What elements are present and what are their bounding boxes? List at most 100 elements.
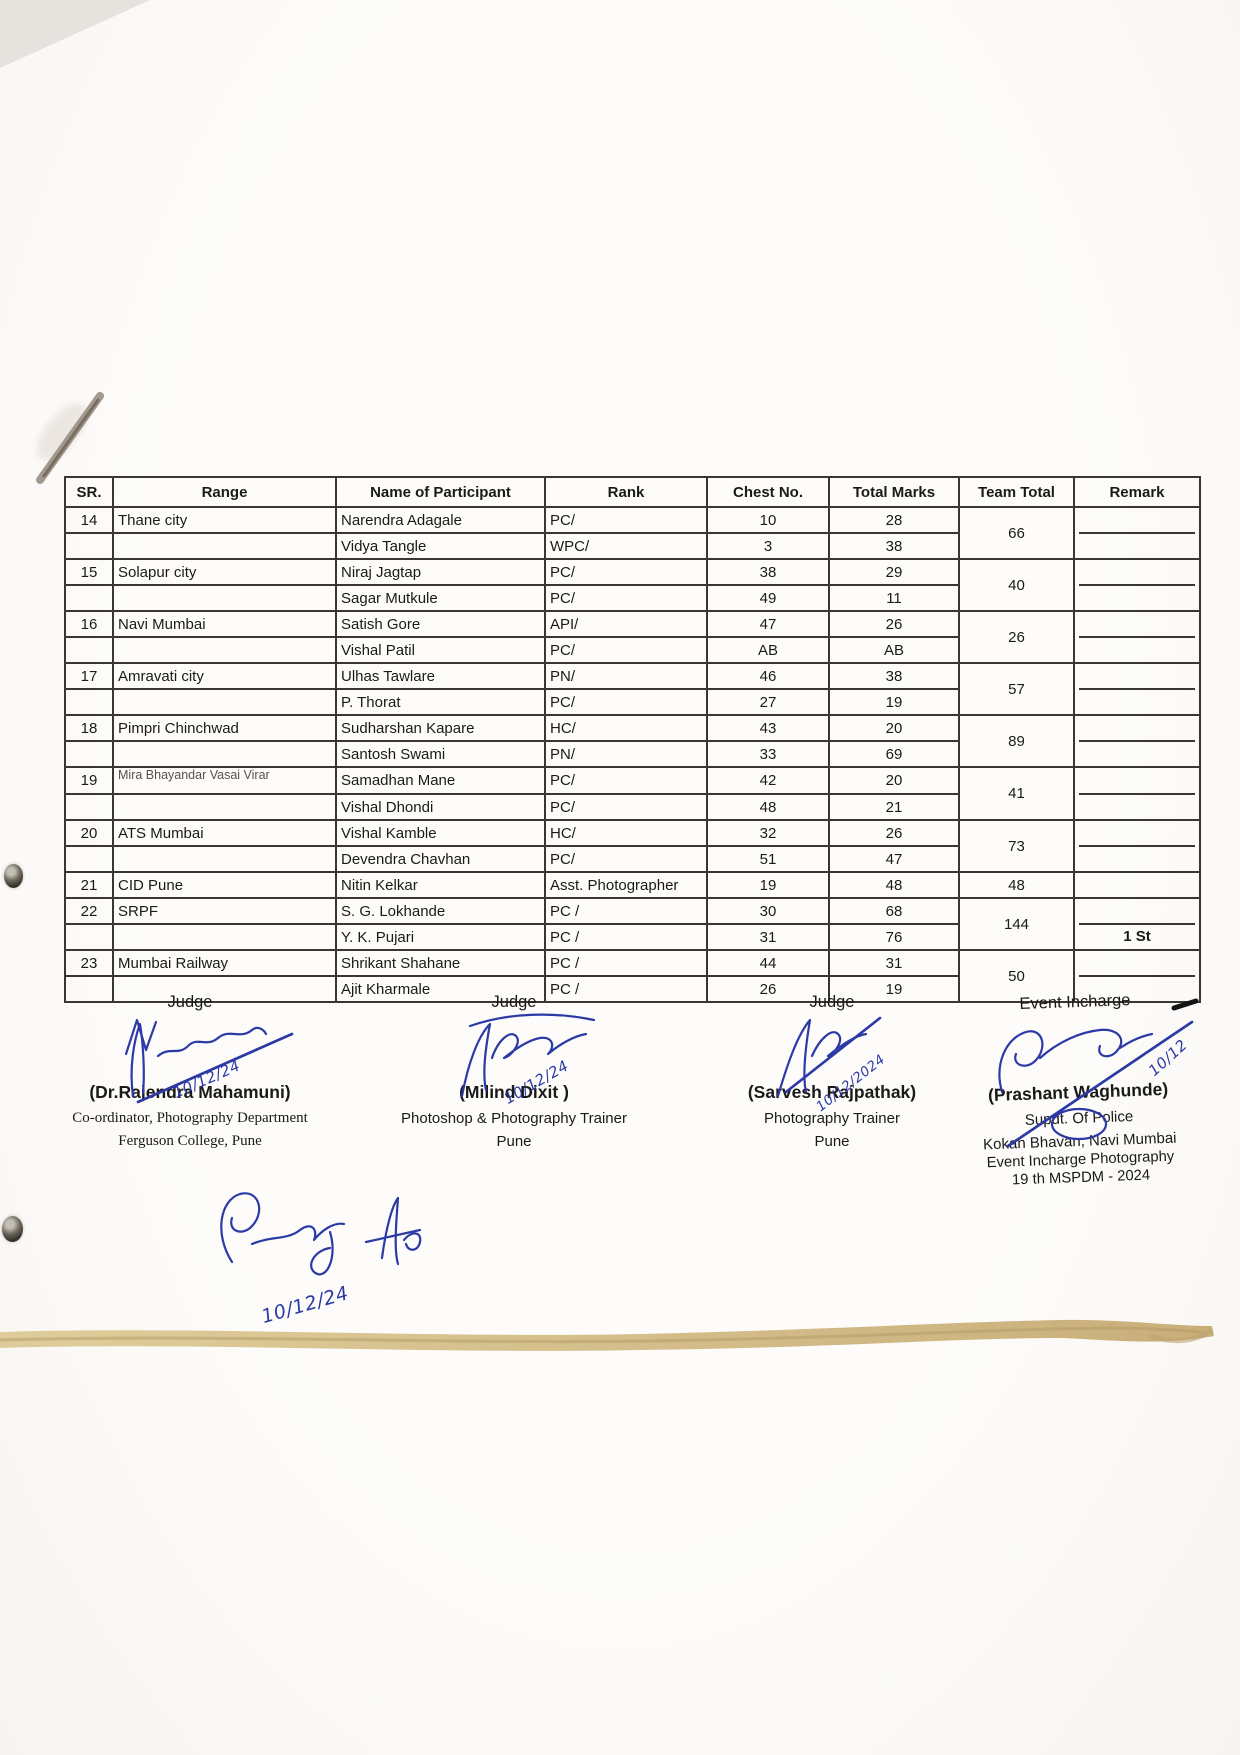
participant-row: Vishal Dhondi PC/48 21 bbox=[64, 793, 1200, 821]
table-header-cell: Rank bbox=[544, 476, 708, 508]
total-marks-cell: 20 bbox=[828, 714, 960, 742]
total-marks-cell: 19 bbox=[828, 688, 960, 716]
signature-org: Pune bbox=[496, 1133, 532, 1150]
sr-cell: 17 bbox=[64, 662, 114, 690]
table-header-cell: Range bbox=[112, 476, 337, 508]
rank-cell: PC / bbox=[544, 897, 708, 925]
signature-role: Photoshop & Photography Trainer bbox=[401, 1110, 627, 1127]
rank-cell: HC/ bbox=[544, 819, 708, 847]
signature-name: (Sarvesh Rajpathak) bbox=[747, 1082, 917, 1102]
signature-block-judge-1: Judge (Dr.Rajendra Mahamuni) Co-ordinato… bbox=[58, 993, 322, 1150]
name-cell: Samadhan Mane bbox=[335, 766, 546, 795]
remark-upper-half bbox=[1079, 770, 1195, 795]
name-cell: Shrikant Shahane bbox=[335, 949, 546, 977]
participant-row: 20 ATS Mumbai Vishal Kamble HC/32 26 73 bbox=[64, 819, 1201, 873]
rank-cell: PC/ bbox=[544, 636, 708, 664]
remark-upper-half bbox=[1079, 900, 1195, 925]
rank-cell: PC / bbox=[544, 923, 708, 951]
team-total-cell: 89 bbox=[958, 714, 1075, 768]
team-total-cell: 66 bbox=[958, 506, 1075, 560]
name-cell: Sagar Mutkule bbox=[335, 584, 546, 612]
sr-cell: 16 bbox=[64, 610, 114, 638]
sr-cell bbox=[64, 845, 114, 873]
table-header-cell: Team Total bbox=[958, 476, 1075, 508]
rank-cell: PC/ bbox=[544, 793, 708, 821]
sr-cell bbox=[64, 532, 114, 560]
total-marks-cell: 38 bbox=[828, 532, 960, 560]
results-table: SR. Range Name of Participant Rank Chest No.… bbox=[64, 476, 1201, 1003]
signature-name: (Milind Dixit ) bbox=[459, 1082, 569, 1102]
participant-row: Sagar Mutkule PC/49 11 bbox=[64, 584, 1200, 612]
remark-cell bbox=[1073, 949, 1201, 1003]
rank-cell: PC / bbox=[544, 975, 708, 1003]
table-header-cell: Chest No. bbox=[706, 476, 830, 508]
sr-cell bbox=[64, 793, 114, 821]
total-marks-cell: 26 bbox=[828, 610, 960, 638]
total-marks-cell: AB bbox=[828, 636, 960, 664]
range-cell: Navi Mumbai bbox=[112, 610, 337, 638]
signature-role: Co-ordinator, Photography Department bbox=[72, 1110, 308, 1126]
team-total-cell: 144 bbox=[958, 897, 1075, 951]
chest-no-cell: 27 bbox=[706, 688, 830, 716]
name-cell: Vidya Tangle bbox=[335, 532, 546, 560]
remark-cell bbox=[1073, 610, 1201, 664]
participant-row: P. Thorat PC/27 19 bbox=[64, 688, 1200, 716]
signature-space bbox=[382, 1012, 646, 1082]
remark-upper-half bbox=[1079, 665, 1195, 690]
participant-row: 23 Mumbai Railway Shrikant Shahane PC /44 31… bbox=[64, 949, 1201, 1003]
remark-cell bbox=[1073, 506, 1201, 560]
participant-row: 15 Solapur city Niraj Jagtap PC/38 29 40 bbox=[64, 558, 1201, 612]
range-cell bbox=[112, 923, 337, 951]
range-cell bbox=[112, 740, 337, 768]
signature-org: Ferguson College, Pune bbox=[118, 1133, 262, 1149]
table-header-row: SR. Range Name of Participant Rank Chest No.… bbox=[64, 476, 1201, 508]
chest-no-cell: 38 bbox=[706, 558, 830, 586]
range-cell: CID Pune bbox=[112, 871, 337, 899]
signature-space bbox=[700, 1012, 964, 1082]
team-total-cell: 57 bbox=[958, 662, 1075, 716]
rank-cell: PC/ bbox=[544, 584, 708, 612]
chest-no-cell: 30 bbox=[706, 897, 830, 925]
signature-role: Supdt. Of Police bbox=[1024, 1108, 1134, 1129]
chest-no-cell: 49 bbox=[706, 584, 830, 612]
range-cell: Mumbai Railway bbox=[112, 949, 337, 977]
range-cell: ATS Mumbai bbox=[112, 819, 337, 847]
sr-cell bbox=[64, 636, 114, 664]
chest-no-cell: 32 bbox=[706, 819, 830, 847]
signature-title: Judge bbox=[167, 993, 213, 1011]
remark-value bbox=[1079, 638, 1195, 661]
total-marks-cell: 69 bbox=[828, 740, 960, 768]
rank-cell: PC/ bbox=[544, 766, 708, 795]
signature-space bbox=[943, 1007, 1209, 1086]
sr-cell: 23 bbox=[64, 949, 114, 977]
total-marks-cell: 19 bbox=[828, 975, 960, 1003]
chest-no-cell: 46 bbox=[706, 662, 830, 690]
rank-cell: PC/ bbox=[544, 845, 708, 873]
total-marks-cell: 38 bbox=[828, 662, 960, 690]
rank-cell: API/ bbox=[544, 610, 708, 638]
total-marks-cell: 76 bbox=[828, 923, 960, 951]
remark-cell bbox=[1073, 766, 1201, 821]
remark-value bbox=[1079, 534, 1195, 557]
participant-row: Y. K. Pujari PC /31 76 bbox=[64, 923, 1200, 951]
table-header-cell: Name of Participant bbox=[335, 476, 546, 508]
name-cell: Sudharshan Kapare bbox=[335, 714, 546, 742]
remark-value bbox=[1079, 586, 1195, 609]
sr-cell: 20 bbox=[64, 819, 114, 847]
chest-no-cell: 31 bbox=[706, 923, 830, 951]
sr-cell: 21 bbox=[64, 871, 114, 899]
remark-value bbox=[1079, 847, 1195, 870]
participant-row: 16 Navi Mumbai Satish Gore API/47 26 26 bbox=[64, 610, 1201, 664]
participant-row: 19 Mira Bhayandar Vasai Virar Samadhan Man… bbox=[64, 766, 1201, 821]
name-cell: S. G. Lokhande bbox=[335, 897, 546, 925]
sr-cell: 18 bbox=[64, 714, 114, 742]
team-total-cell: 26 bbox=[958, 610, 1075, 664]
total-marks-cell: 21 bbox=[828, 793, 960, 821]
sr-cell bbox=[64, 975, 114, 1003]
total-marks-cell: 29 bbox=[828, 558, 960, 586]
sr-cell bbox=[64, 923, 114, 951]
remark-cell bbox=[1073, 871, 1201, 899]
rank-cell: HC/ bbox=[544, 714, 708, 742]
total-marks-cell: 11 bbox=[828, 584, 960, 612]
